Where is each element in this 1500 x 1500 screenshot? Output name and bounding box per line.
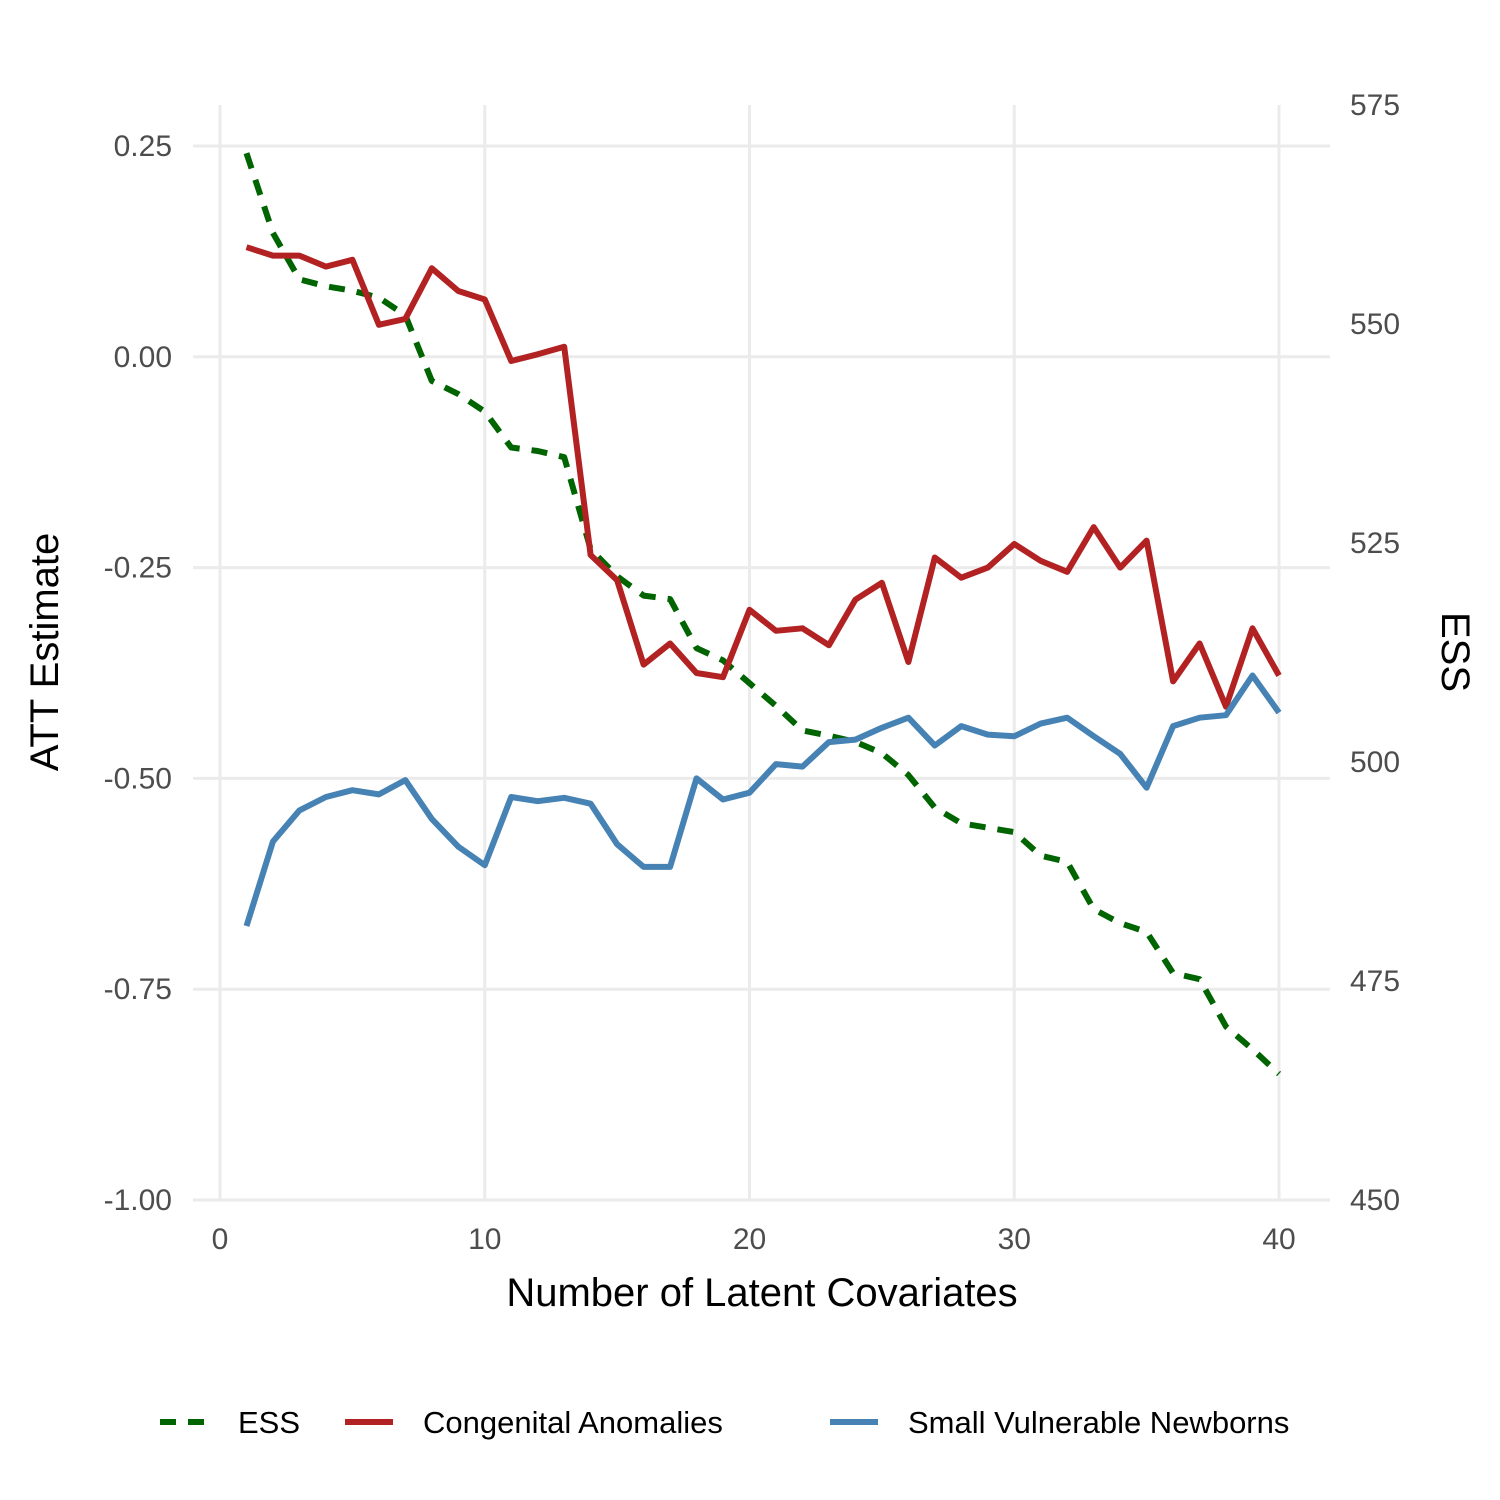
y-tick-label: 0.00 <box>114 341 172 374</box>
y-axis-ticks: 0.25 0.00 -0.25 -0.50 -0.75 -1.00 <box>104 130 172 1217</box>
y-tick-label: -0.75 <box>104 973 172 1006</box>
y2-tick-label: 575 <box>1350 89 1400 122</box>
y-tick-label: -0.50 <box>104 762 172 795</box>
x-tick-label: 0 <box>212 1223 229 1256</box>
y-tick-label: -1.00 <box>104 1184 172 1217</box>
series-line-1 <box>245 244 1282 710</box>
y2-tick-label: 500 <box>1350 746 1400 779</box>
y-tick-label: 0.25 <box>114 130 172 163</box>
y2-tick-label: 475 <box>1350 965 1400 998</box>
y2-axis-title: ESS <box>1433 612 1477 692</box>
legend: ESS Congenital Anomalies Small Vulnerable … <box>160 1405 1289 1440</box>
x-axis-title: Number of Latent Covariates <box>506 1271 1017 1315</box>
legend-item: ESS <box>160 1405 300 1440</box>
legend-label: Small Vulnerable Newborns <box>908 1405 1289 1440</box>
x-tick-label: 40 <box>1262 1223 1295 1256</box>
y-axis-title: ATT Estimate <box>23 533 67 772</box>
y2-tick-label: 450 <box>1350 1184 1400 1217</box>
x-tick-label: 20 <box>733 1223 766 1256</box>
x-tick-label: 30 <box>998 1223 1031 1256</box>
grid-lines <box>193 105 1330 1202</box>
x-axis-ticks: 0 10 20 30 40 <box>212 1223 1296 1256</box>
y-tick-label: -0.25 <box>104 552 172 585</box>
y2-axis-ticks: 575 550 525 500 475 450 <box>1350 89 1400 1217</box>
legend-item: Small Vulnerable Newborns <box>830 1405 1289 1440</box>
y2-tick-label: 550 <box>1350 308 1400 341</box>
series-line-2 <box>243 672 1282 927</box>
legend-label: Congenital Anomalies <box>423 1405 723 1440</box>
legend-item: Congenital Anomalies <box>345 1405 723 1440</box>
legend-label: ESS <box>238 1405 300 1440</box>
series-layer <box>243 152 1282 1077</box>
x-tick-label: 10 <box>468 1223 501 1256</box>
series-line-0 <box>243 152 1282 1077</box>
y2-tick-label: 525 <box>1350 527 1400 560</box>
